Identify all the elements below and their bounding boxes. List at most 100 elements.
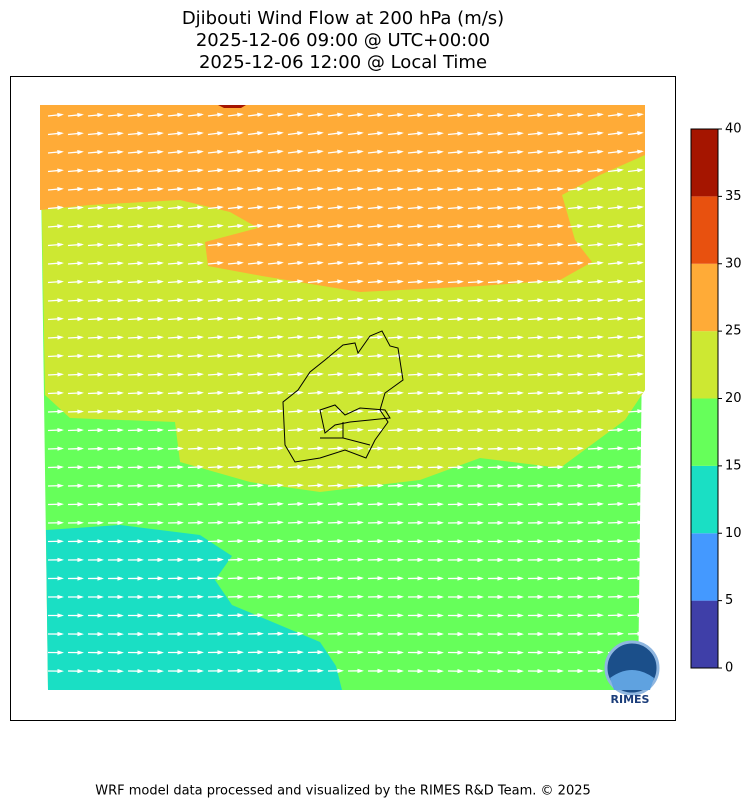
wind-arrowhead (177, 631, 184, 637)
wind-arrowhead (557, 520, 564, 525)
wind-arrowhead (277, 334, 284, 340)
wind-arrowhead (437, 149, 444, 155)
wind-arrowhead (597, 168, 604, 173)
wind-arrowhead (377, 205, 384, 210)
wind-arrowhead (417, 613, 424, 618)
wind-arrowhead (337, 576, 344, 581)
wind-arrowhead (177, 464, 184, 470)
wind-arrowhead (457, 205, 464, 210)
wind-arrowhead (157, 650, 164, 655)
wind-arrowhead (197, 316, 204, 321)
wind-arrowhead (577, 557, 584, 562)
wind-arrowhead (77, 298, 84, 303)
wind-arrowhead (497, 390, 504, 396)
wind-arrowhead (297, 575, 304, 581)
wind-arrowhead (417, 631, 424, 637)
wind-arrowhead (537, 465, 544, 470)
wind-arrowhead (597, 483, 604, 488)
wind-arrowhead (217, 464, 224, 470)
wind-arrowhead (197, 149, 204, 155)
wind-arrowhead (257, 483, 264, 488)
wind-arrowhead (277, 316, 284, 321)
wind-arrowhead (57, 668, 64, 674)
wind-arrowhead (617, 372, 624, 377)
wind-arrowhead (577, 594, 584, 599)
wind-arrowhead (57, 242, 64, 247)
wind-arrowhead (57, 465, 64, 470)
wind-arrowhead (497, 631, 504, 637)
wind-arrowhead (417, 316, 424, 321)
wind-arrowhead (517, 613, 524, 618)
wind-arrowhead (357, 186, 364, 192)
wind-arrowhead (277, 631, 284, 636)
wind-arrowhead (357, 353, 364, 358)
wind-arrowhead (357, 149, 364, 154)
wind-arrowhead (117, 465, 124, 470)
colorbar-tick-label: 30 (725, 256, 742, 271)
wind-arrowhead (337, 149, 344, 154)
wind-arrowhead (537, 446, 544, 451)
wind-arrowhead (277, 131, 284, 136)
wind-arrowhead (597, 223, 604, 229)
title-line: 2025-12-06 12:00 @ Local Time (199, 52, 487, 73)
wind-arrowhead (357, 650, 364, 655)
wind-arrowhead (597, 260, 604, 266)
wind-arrowhead (317, 205, 324, 210)
wind-arrowhead (117, 502, 124, 507)
wind-arrowhead (177, 650, 184, 655)
wind-arrowhead (537, 335, 544, 340)
wind-arrowhead (117, 650, 124, 655)
wind-arrowhead (557, 446, 564, 451)
wind-arrowhead (477, 539, 484, 544)
wind-arrowhead (537, 594, 544, 600)
wind-arrowhead (397, 316, 404, 321)
wind-arrowhead (397, 650, 404, 655)
wind-arrowhead (57, 446, 64, 451)
wind-arrowhead (377, 242, 384, 247)
wind-arrowhead (597, 131, 604, 136)
wind-arrowhead (277, 186, 284, 191)
wind-arrowhead (397, 409, 404, 414)
wind-arrowhead (337, 594, 344, 599)
wind-arrowhead (437, 372, 444, 377)
wind-arrowhead (357, 446, 364, 451)
wind-arrowhead (477, 353, 484, 359)
wind-arrowhead (457, 613, 464, 618)
wind-arrowhead (217, 372, 224, 377)
wind-arrowhead (57, 427, 64, 433)
wind-arrowhead (337, 390, 344, 395)
wind-arrowhead (277, 353, 284, 358)
wind-arrowhead (217, 576, 224, 581)
wind-arrowhead (277, 297, 284, 303)
wind-arrowhead (117, 483, 124, 488)
wind-arrowhead (357, 557, 364, 562)
wind-arrowhead (597, 279, 604, 284)
wind-arrowhead (277, 668, 284, 673)
wind-arrowhead (257, 427, 264, 432)
wind-arrowhead (357, 427, 364, 433)
wind-arrowhead (397, 205, 404, 210)
wind-arrowhead (77, 224, 84, 229)
wind-arrowhead (597, 427, 604, 433)
wind-arrowhead (477, 669, 484, 674)
wind-arrowhead (237, 205, 244, 210)
wind-arrowhead (217, 298, 224, 303)
wind-arrowhead (557, 557, 564, 562)
wind-arrowhead (297, 168, 304, 173)
wind-arrowhead (317, 168, 324, 173)
wind-arrowhead (177, 668, 184, 674)
wind-arrowhead (437, 483, 444, 488)
wind-arrowhead (637, 613, 644, 618)
wind-arrowhead (477, 465, 484, 470)
wind-arrowhead (557, 112, 564, 118)
wind-arrowhead (257, 594, 264, 599)
wind-arrowhead (377, 335, 384, 340)
wind-arrowhead (337, 260, 344, 266)
wind-arrowhead (397, 112, 404, 118)
wind-arrowhead (557, 261, 564, 266)
wind-arrowhead (97, 428, 104, 433)
wind-arrowhead (117, 261, 124, 266)
wind-arrowhead (257, 650, 264, 655)
wind-arrowhead (157, 261, 164, 266)
wind-arrowhead (157, 149, 164, 155)
